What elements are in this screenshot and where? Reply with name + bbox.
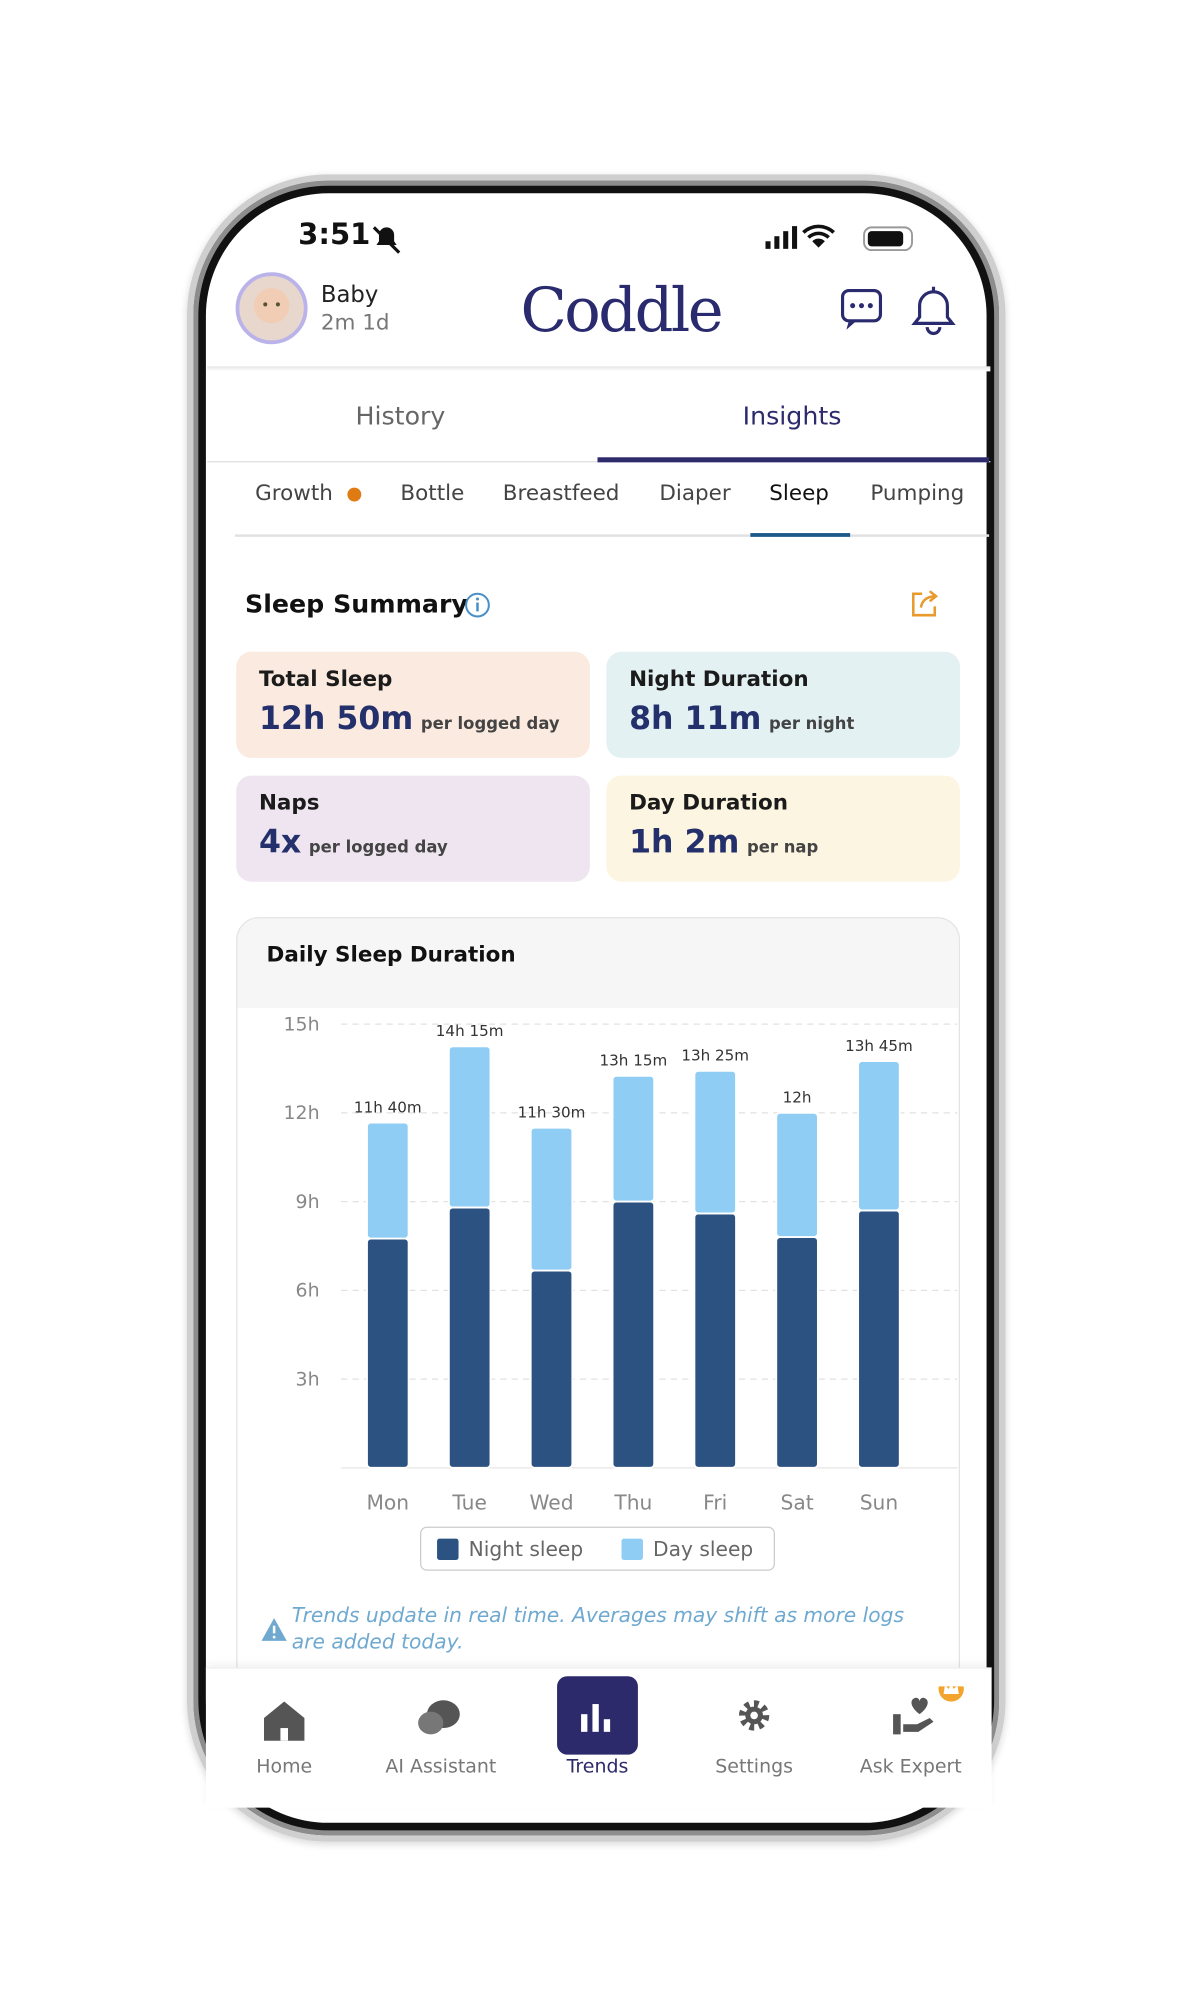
stat-unit: per night — [768, 714, 855, 734]
chart-title: Daily Sleep Duration — [266, 942, 516, 968]
section-title: Sleep Summary — [245, 588, 468, 619]
x-tick-label: Thu — [613, 1491, 652, 1515]
legend-label: Day sleep — [653, 1537, 753, 1561]
total-label: 12h — [783, 1089, 812, 1107]
stat-unit: per nap — [746, 838, 819, 858]
total-label: 13h 25m — [681, 1047, 749, 1065]
bar-segment — [693, 1212, 738, 1469]
nav-item-active[interactable]: Trends — [566, 1754, 629, 1778]
stat-unit: per logged day — [308, 838, 448, 858]
nav-item[interactable]: Home — [256, 1754, 313, 1778]
status-time: 3:51 — [298, 218, 371, 252]
subtab[interactable]: Breastfeed — [502, 481, 620, 507]
bar-segment — [366, 1237, 410, 1469]
nav-item[interactable]: Ask Expert — [859, 1754, 962, 1778]
y-tick-label: 6h — [296, 1280, 320, 1302]
stat-value: 1h 2m — [629, 823, 740, 861]
total-label: 11h 40m — [354, 1098, 422, 1116]
profile-name: Baby — [320, 281, 379, 309]
stat-value: 12h 50m — [258, 699, 414, 737]
subtab-indicator — [750, 533, 851, 537]
subtab[interactable]: Diaper — [659, 481, 731, 507]
subtab[interactable]: Growth — [255, 481, 333, 507]
mute-icon — [372, 226, 401, 254]
y-tick-label: 3h — [296, 1368, 320, 1390]
bar-segment — [857, 1209, 901, 1469]
stat-unit: per logged day — [420, 714, 560, 734]
subtab[interactable]: Pumping — [870, 481, 965, 507]
nav-item[interactable]: Settings — [715, 1754, 793, 1778]
bar-segment — [611, 1074, 656, 1203]
total-label: 11h 30m — [518, 1104, 586, 1122]
y-tick-label: 15h — [283, 1013, 319, 1035]
legend-label: Night sleep — [469, 1537, 584, 1561]
total-label: 13h 45m — [845, 1037, 913, 1055]
x-tick-label: Tue — [451, 1491, 487, 1515]
phone-frame — [186, 174, 1006, 1842]
stat-label: Day Duration — [629, 790, 789, 817]
note: are added today. — [291, 1629, 464, 1654]
stat-value: 8h 11m — [629, 699, 762, 737]
share-icon[interactable] — [908, 587, 941, 620]
stat-card: Total Sleep 12h 50m per logged day — [236, 651, 590, 758]
bar-segment — [529, 1126, 574, 1272]
tab[interactable]: History — [355, 400, 446, 431]
bar-segment — [447, 1045, 492, 1209]
x-tick-label: Sat — [781, 1491, 814, 1515]
legend-swatch — [621, 1538, 643, 1561]
bar-segment — [775, 1236, 819, 1469]
stat-label: Naps — [258, 790, 320, 817]
x-tick-label: Fri — [703, 1491, 727, 1515]
stat-card: Night Duration 8h 11m per night — [606, 651, 961, 758]
header-shadow — [207, 366, 991, 372]
legend-swatch — [437, 1538, 459, 1561]
subtab[interactable]: Bottle — [400, 481, 465, 507]
note: Trends update in real time. Averages may… — [291, 1603, 904, 1628]
tab-active[interactable]: Insights — [742, 400, 842, 431]
chart-card — [236, 917, 961, 1701]
tab-indicator — [597, 457, 990, 463]
bar-segment — [857, 1060, 901, 1212]
subtab-active[interactable]: Sleep — [769, 481, 829, 507]
logo: Coddle — [520, 275, 723, 347]
info-icon[interactable] — [464, 591, 492, 619]
avatar — [235, 272, 308, 345]
status-icons — [765, 224, 913, 252]
y-tick-label: 12h — [283, 1102, 319, 1124]
profile-age: 2m 1d — [320, 310, 390, 337]
legend-box — [420, 1526, 775, 1571]
bar-segment — [693, 1069, 738, 1215]
nav-icons — [264, 1686, 964, 1741]
bar-segment — [447, 1206, 492, 1469]
bar-segment — [611, 1200, 656, 1469]
x-tick-label: Mon — [366, 1491, 409, 1515]
nav-item[interactable]: AI Assistant — [385, 1754, 497, 1778]
bar-segment — [529, 1269, 574, 1469]
total-label: 14h 15m — [436, 1022, 504, 1040]
alert-dot — [347, 487, 362, 502]
stat-card: Day Duration 1h 2m per nap — [606, 775, 961, 882]
stat-value: 4x — [258, 823, 302, 861]
warning-icon — [261, 1618, 287, 1641]
x-tick-label: Sun — [860, 1491, 898, 1515]
bar-segment — [775, 1111, 819, 1239]
total-label: 13h 15m — [600, 1052, 668, 1070]
y-tick-label: 9h — [296, 1191, 320, 1213]
header-icons — [840, 286, 956, 336]
stat-label: Total Sleep — [258, 666, 393, 693]
stat-card: Naps 4x per logged day — [236, 775, 590, 882]
x-tick-label: Wed — [529, 1491, 573, 1515]
stat-label: Night Duration — [629, 666, 809, 693]
chart: 3h 6h 9h 12h 15h 11h 40m Mon 14h 15m Tue 11h 30m W… — [283, 1013, 958, 1571]
bar-segment — [366, 1121, 410, 1240]
subtab-divider — [234, 534, 990, 537]
